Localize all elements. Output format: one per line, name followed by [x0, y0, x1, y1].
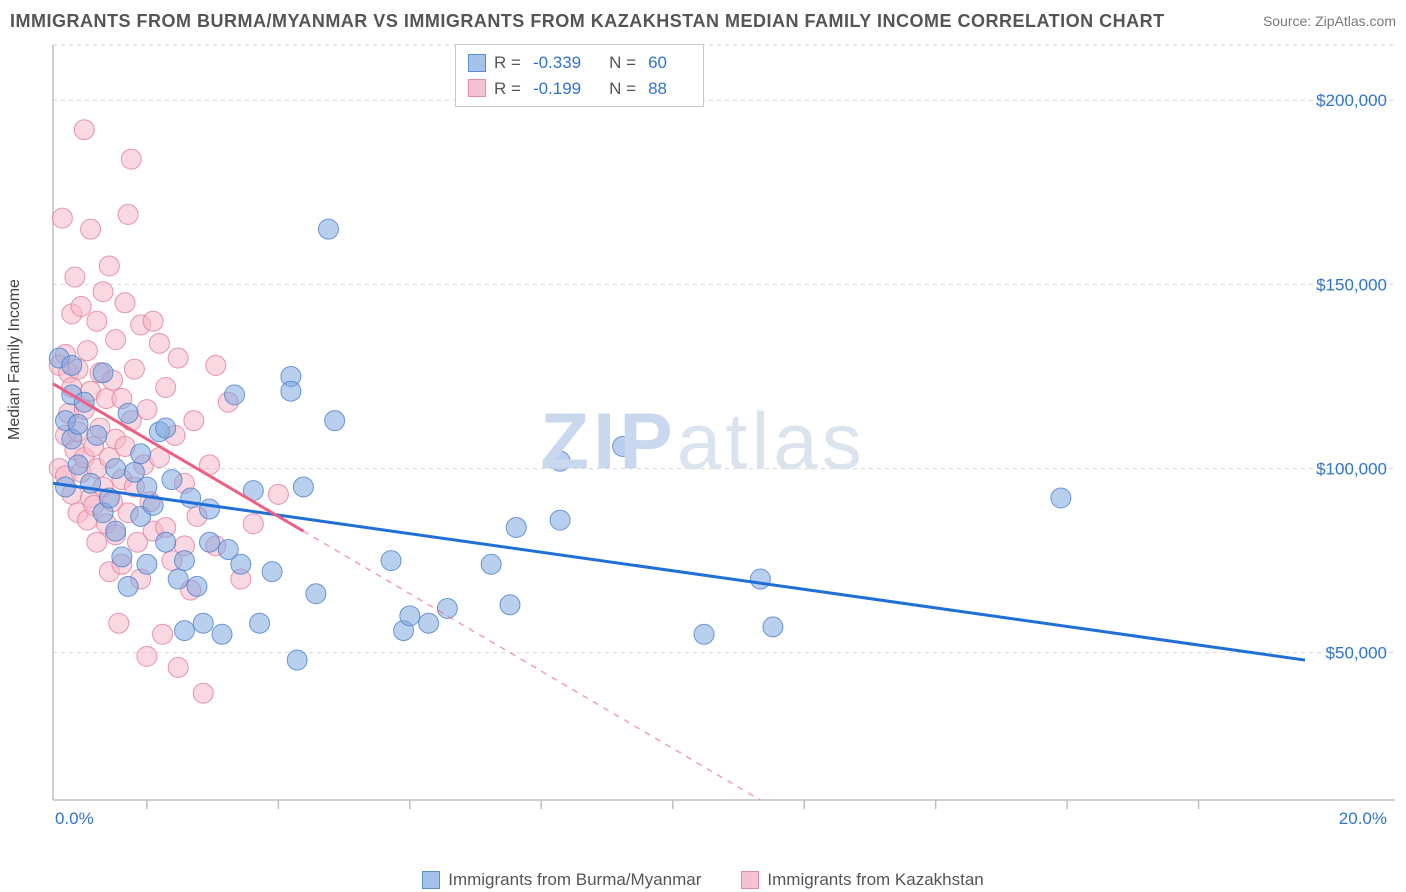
stats-r-label-1: R =: [494, 50, 521, 76]
stats-r-label-2: R =: [494, 76, 521, 102]
stats-n-label-1: N =: [609, 50, 636, 76]
chart-header: IMMIGRANTS FROM BURMA/MYANMAR VS IMMIGRA…: [0, 0, 1406, 38]
legend-label-2: Immigrants from Kazakhstan: [767, 870, 983, 890]
stats-r-value-2: -0.199: [533, 76, 581, 102]
series-legend: Immigrants from Burma/Myanmar Immigrants…: [0, 870, 1406, 890]
svg-text:$100,000: $100,000: [1316, 460, 1387, 479]
stats-row-2: R = -0.199 N = 88: [468, 76, 687, 102]
legend-item-2: Immigrants from Kazakhstan: [741, 870, 983, 890]
legend-swatch-1: [422, 871, 440, 889]
svg-text:20.0%: 20.0%: [1339, 809, 1387, 828]
legend-label-1: Immigrants from Burma/Myanmar: [448, 870, 701, 890]
legend-swatch-2: [741, 871, 759, 889]
chart-plot-area: $50,000 $100,000 $150,000 $200,000 0.0% 20.0%: [45, 40, 1395, 830]
svg-text:$200,000: $200,000: [1316, 91, 1387, 110]
stats-swatch-1: [468, 54, 486, 72]
y-axis-label: Median Family Income: [6, 279, 24, 440]
stats-r-value-1: -0.339: [533, 50, 581, 76]
stats-row-1: R = -0.339 N = 60: [468, 50, 687, 76]
chart-title: IMMIGRANTS FROM BURMA/MYANMAR VS IMMIGRA…: [10, 11, 1165, 32]
stats-n-label-2: N =: [609, 76, 636, 102]
scatter-chart-svg: $50,000 $100,000 $150,000 $200,000 0.0% 20.0%: [45, 40, 1395, 830]
stats-n-value-2: 88: [648, 76, 667, 102]
legend-item-1: Immigrants from Burma/Myanmar: [422, 870, 701, 890]
svg-text:0.0%: 0.0%: [55, 809, 94, 828]
svg-text:$50,000: $50,000: [1326, 644, 1387, 663]
source-attribution: Source: ZipAtlas.com: [1263, 13, 1396, 29]
stats-legend-box: R = -0.339 N = 60 R = -0.199 N = 88: [455, 44, 704, 107]
stats-n-value-1: 60: [648, 50, 667, 76]
stats-swatch-2: [468, 79, 486, 97]
svg-text:$150,000: $150,000: [1316, 275, 1387, 294]
